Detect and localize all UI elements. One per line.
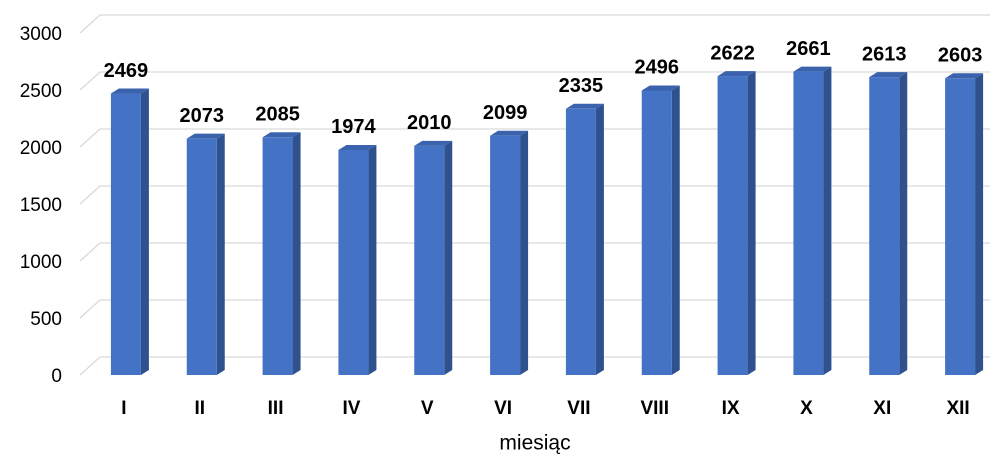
bar xyxy=(945,78,976,376)
bar-side xyxy=(975,73,984,376)
y-tick-label: 2000 xyxy=(20,138,62,159)
value-label: 2603 xyxy=(938,45,983,67)
bar-side xyxy=(671,85,680,376)
value-label: 2073 xyxy=(180,105,225,127)
x-tick-label: X xyxy=(800,398,813,419)
value-label: 2496 xyxy=(635,57,680,79)
x-axis-title: miesiąc xyxy=(499,432,570,455)
bar xyxy=(869,77,900,376)
bar-side xyxy=(292,132,301,375)
bar-top xyxy=(869,72,908,78)
value-label: 2661 xyxy=(786,38,831,60)
value-label: 2085 xyxy=(255,104,300,126)
x-tick-label: I xyxy=(121,398,126,419)
grid-line xyxy=(79,242,990,262)
y-tick-label: 2500 xyxy=(20,81,62,102)
x-tick-label: VIII xyxy=(640,398,669,419)
x-tick-label: VII xyxy=(567,398,590,419)
bar-top xyxy=(338,144,377,150)
bar-side xyxy=(216,133,225,375)
y-tick-label: 0 xyxy=(51,366,62,387)
bar xyxy=(490,135,521,375)
x-tick-label: VI xyxy=(494,398,512,419)
value-label: 2335 xyxy=(559,75,604,97)
bar-side xyxy=(444,140,453,375)
bar-top xyxy=(186,133,225,139)
y-tick-label: 1000 xyxy=(20,252,62,273)
bar-side xyxy=(899,72,908,376)
value-label: 2099 xyxy=(483,102,528,124)
bar-side xyxy=(140,88,149,375)
grid-line xyxy=(79,185,990,205)
y-tick-label: 500 xyxy=(30,309,62,330)
grid-line xyxy=(79,14,990,34)
bar xyxy=(338,149,369,375)
bar xyxy=(186,138,217,375)
value-label: 1974 xyxy=(331,116,376,138)
x-tick-label: V xyxy=(421,398,434,419)
grid-line xyxy=(79,356,990,376)
bar xyxy=(717,76,748,375)
bar-top xyxy=(641,85,680,91)
x-tick-label: II xyxy=(194,398,205,419)
x-tick-label: IX xyxy=(722,398,740,419)
bar-side xyxy=(520,130,529,375)
bar xyxy=(110,93,141,375)
bar-top xyxy=(414,140,453,146)
bar xyxy=(641,90,672,376)
bar xyxy=(414,145,445,375)
bar-side xyxy=(368,144,377,375)
bar xyxy=(793,71,824,376)
bar-side xyxy=(823,66,832,376)
bar-top xyxy=(793,66,832,72)
x-tick-label: III xyxy=(268,398,284,419)
value-label: 2622 xyxy=(710,42,755,64)
value-label: 2010 xyxy=(407,112,452,134)
bar-top xyxy=(262,132,301,138)
bar xyxy=(262,137,293,375)
bar-top xyxy=(110,88,149,94)
x-tick-label: IV xyxy=(342,398,360,419)
y-tick-label: 1500 xyxy=(20,195,62,216)
bar-side xyxy=(747,71,756,375)
value-label: 2613 xyxy=(862,43,907,65)
bar-side xyxy=(595,103,604,375)
bar-top xyxy=(945,73,984,79)
bar xyxy=(565,108,596,375)
bar-top xyxy=(717,71,756,77)
x-tick-label: XI xyxy=(873,398,891,419)
bar-top xyxy=(490,130,529,136)
value-label: 2469 xyxy=(104,60,149,82)
bar-top xyxy=(565,103,604,109)
grid-line xyxy=(79,299,990,319)
y-tick-label: 3000 xyxy=(20,24,62,45)
grid-line xyxy=(79,71,990,91)
x-tick-label: XII xyxy=(946,398,969,419)
grid-line xyxy=(79,128,990,148)
